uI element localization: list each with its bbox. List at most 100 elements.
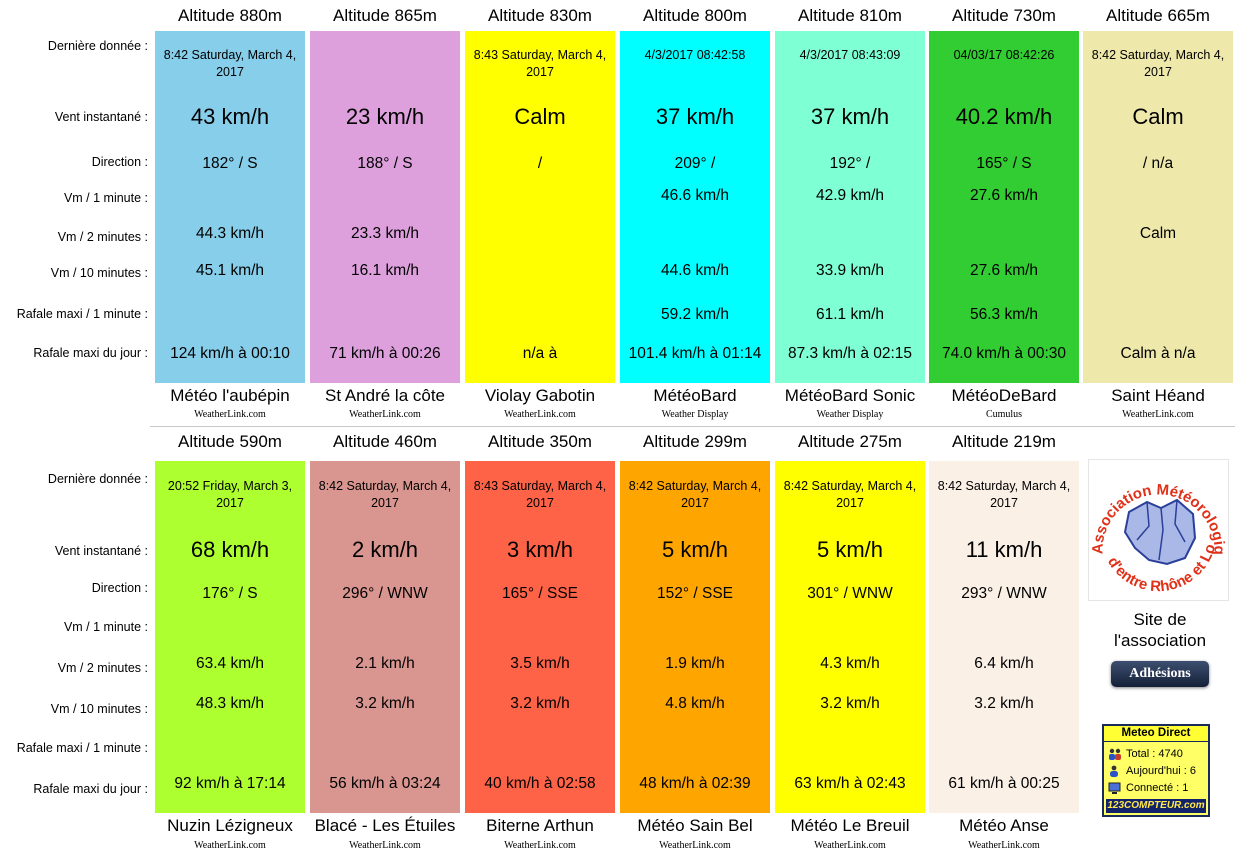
site-line-2: l'association bbox=[1113, 631, 1207, 650]
station-vm10: 16.1 km/h bbox=[350, 262, 420, 279]
station-altitude: Altitude 730m bbox=[952, 6, 1056, 25]
station-dir: 293° / WNW bbox=[961, 585, 1047, 602]
station-gust1: 56.3 km/h bbox=[969, 306, 1039, 323]
station-vm10: 27.6 km/h bbox=[969, 262, 1039, 279]
station-gustday: 124 km/h à 00:10 bbox=[170, 345, 290, 362]
station-vm10: 44.6 km/h bbox=[660, 262, 730, 279]
station-source: WeatherLink.com bbox=[349, 840, 421, 851]
station-name-link[interactable]: Météo Sain Bel bbox=[637, 816, 753, 835]
station-card[interactable]: 8:42 Saturday, March 4, 2017 11 km/h 293° … bbox=[929, 461, 1079, 813]
station-altitude: Altitude 275m bbox=[798, 432, 902, 451]
station-gustday: Calm à n/a bbox=[1120, 345, 1196, 362]
station-dir: 176° / S bbox=[202, 585, 258, 602]
visit-counter-widget[interactable]: Meteo Direct Total : 4740 Aujourd'hui : … bbox=[1102, 724, 1210, 817]
station-card[interactable]: 20:52 Friday, March 3, 2017 68 km/h 176° /… bbox=[155, 461, 305, 813]
adhesions-button[interactable]: Adhésions bbox=[1111, 661, 1209, 687]
station-altitude: Altitude 830m bbox=[488, 6, 592, 25]
station-dir: 209° / bbox=[674, 155, 716, 172]
station-name-link[interactable]: Nuzin Lézigneux bbox=[167, 816, 293, 835]
row-label: Vm / 2 minutes : bbox=[57, 230, 148, 244]
station-wind: 3 km/h bbox=[506, 537, 574, 562]
station-vm10: 4.8 km/h bbox=[665, 695, 725, 712]
counter-brand[interactable]: 123COMPTEUR.com bbox=[1106, 799, 1206, 813]
station-gustday: 56 km/h à 03:24 bbox=[329, 775, 441, 792]
station-name-link[interactable]: Biterne Arthun bbox=[486, 816, 594, 835]
counter-total-row: Total : 4740 bbox=[1108, 746, 1183, 762]
association-site-link[interactable]: Site de l'association bbox=[1085, 609, 1235, 651]
station-time: 8:43 Saturday, March 4, 2017 bbox=[473, 48, 607, 79]
station-time: 04/03/17 08:42:26 bbox=[953, 48, 1055, 62]
station-card[interactable]: 8:42 Saturday, March 4, 2017 Calm / n/a Cal… bbox=[1083, 31, 1233, 383]
station-name-link[interactable]: Blacé - Les Étuiles bbox=[314, 816, 456, 835]
station-wind: 11 km/h bbox=[965, 537, 1043, 562]
station-card[interactable]: 8:42 Saturday, March 4, 2017 43 km/h 182° … bbox=[155, 31, 305, 383]
station-dir: 152° / SSE bbox=[657, 585, 733, 602]
station-name-link[interactable]: MétéoBard bbox=[653, 386, 737, 405]
station-time: 4/3/2017 08:43:09 bbox=[799, 48, 901, 62]
station-card[interactable]: 8:42 Saturday, March 4, 2017 2 km/h 296° /… bbox=[310, 461, 460, 813]
station-altitude: Altitude 865m bbox=[333, 6, 437, 25]
station-name-link[interactable]: St André la côte bbox=[324, 386, 446, 405]
row-label: Vm / 1 minute : bbox=[63, 620, 148, 634]
station-gustday: 92 km/h à 17:14 bbox=[174, 775, 286, 792]
row-label: Rafale maxi / 1 minute : bbox=[16, 741, 148, 755]
station-card[interactable]: 8:42 Saturday, March 4, 2017 5 km/h 152° /… bbox=[620, 461, 770, 813]
station-card[interactable]: 8:42 Saturday, March 4, 2017 5 km/h 301° /… bbox=[775, 461, 925, 813]
station-name-link[interactable]: Saint Héand bbox=[1111, 386, 1205, 405]
station-vm2: 6.4 km/h bbox=[974, 655, 1034, 672]
station-wind: 2 km/h bbox=[351, 537, 419, 562]
station-card[interactable]: 8:43 Saturday, March 4, 2017 Calm / n/a à bbox=[465, 31, 615, 383]
station-altitude: Altitude 350m bbox=[488, 432, 592, 451]
row-label: Vm / 2 minutes : bbox=[57, 661, 148, 675]
station-source: WeatherLink.com bbox=[194, 409, 266, 420]
row-label: Rafale maxi / 1 minute : bbox=[16, 307, 148, 321]
station-wind: 37 km/h bbox=[810, 104, 890, 129]
station-wind: 5 km/h bbox=[816, 537, 884, 562]
station-wind: Calm bbox=[1132, 104, 1184, 129]
station-gustday: 101.4 km/h à 01:14 bbox=[628, 345, 762, 362]
station-altitude: Altitude 219m bbox=[952, 432, 1056, 451]
station-source: WeatherLink.com bbox=[504, 840, 576, 851]
row-label: Vm / 10 minutes : bbox=[50, 266, 148, 280]
station-wind: 5 km/h bbox=[661, 537, 729, 562]
counter-title: Meteo Direct bbox=[1104, 726, 1208, 742]
station-name-link[interactable]: Violay Gabotin bbox=[484, 386, 596, 405]
station-source: WeatherLink.com bbox=[349, 409, 421, 420]
station-name-link[interactable]: Météo l'aubépin bbox=[170, 386, 290, 405]
station-card[interactable]: 23 km/h 188° / S 23.3 km/h 16.1 km/h 71 km/h… bbox=[310, 31, 460, 383]
counter-today: Aujourd'hui : 6 bbox=[1126, 765, 1196, 777]
station-name-link[interactable]: MétéoBard Sonic bbox=[784, 386, 916, 405]
station-dir: 165° / S bbox=[976, 155, 1032, 172]
station-vm10: 3.2 km/h bbox=[355, 695, 415, 712]
station-vm1: 27.6 km/h bbox=[969, 187, 1039, 204]
station-wind: 68 km/h bbox=[190, 537, 270, 562]
station-altitude: Altitude 665m bbox=[1106, 6, 1210, 25]
station-time: 20:52 Friday, March 3, 2017 bbox=[167, 479, 293, 510]
station-source: Cumulus bbox=[985, 409, 1023, 420]
station-wind: 40.2 km/h bbox=[955, 104, 1053, 129]
station-card[interactable]: 4/3/2017 08:42:58 37 km/h 209° / 46.6 km/h 4… bbox=[620, 31, 770, 383]
station-dir: 165° / SSE bbox=[502, 585, 578, 602]
station-name-link[interactable]: Météo Anse bbox=[959, 816, 1049, 835]
station-altitude: Altitude 460m bbox=[333, 432, 437, 451]
station-gustday: 40 km/h à 02:58 bbox=[484, 775, 596, 792]
site-line-1: Site de bbox=[1133, 610, 1187, 629]
station-gustday: 63 km/h à 02:43 bbox=[794, 775, 906, 792]
station-vm2: 44.3 km/h bbox=[195, 225, 265, 242]
station-card[interactable]: 4/3/2017 08:43:09 37 km/h 192° / 42.9 km/h 3… bbox=[775, 31, 925, 383]
station-source: WeatherLink.com bbox=[504, 409, 576, 420]
station-wind: 43 km/h bbox=[190, 104, 270, 129]
station-wind: 37 km/h bbox=[655, 104, 735, 129]
station-time: 8:42 Saturday, March 4, 2017 bbox=[628, 479, 762, 510]
station-source: WeatherLink.com bbox=[194, 840, 266, 851]
station-name-link[interactable]: MétéoDeBard bbox=[951, 386, 1057, 405]
row-label: Rafale maxi du jour : bbox=[33, 346, 148, 360]
station-card[interactable]: 04/03/17 08:42:26 40.2 km/h 165° / S 27.6 k… bbox=[929, 31, 1079, 383]
station-vm2: 63.4 km/h bbox=[195, 655, 265, 672]
station-name-link[interactable]: Météo Le Breuil bbox=[790, 816, 910, 835]
station-source: WeatherLink.com bbox=[1122, 409, 1194, 420]
row-label: Direction : bbox=[91, 155, 148, 169]
station-card[interactable]: 8:43 Saturday, March 4, 2017 3 km/h 165° /… bbox=[465, 461, 615, 813]
row-label: Vm / 10 minutes : bbox=[50, 702, 148, 716]
association-logo[interactable]: Association Météorologique d'entre Rhône… bbox=[1084, 447, 1229, 601]
